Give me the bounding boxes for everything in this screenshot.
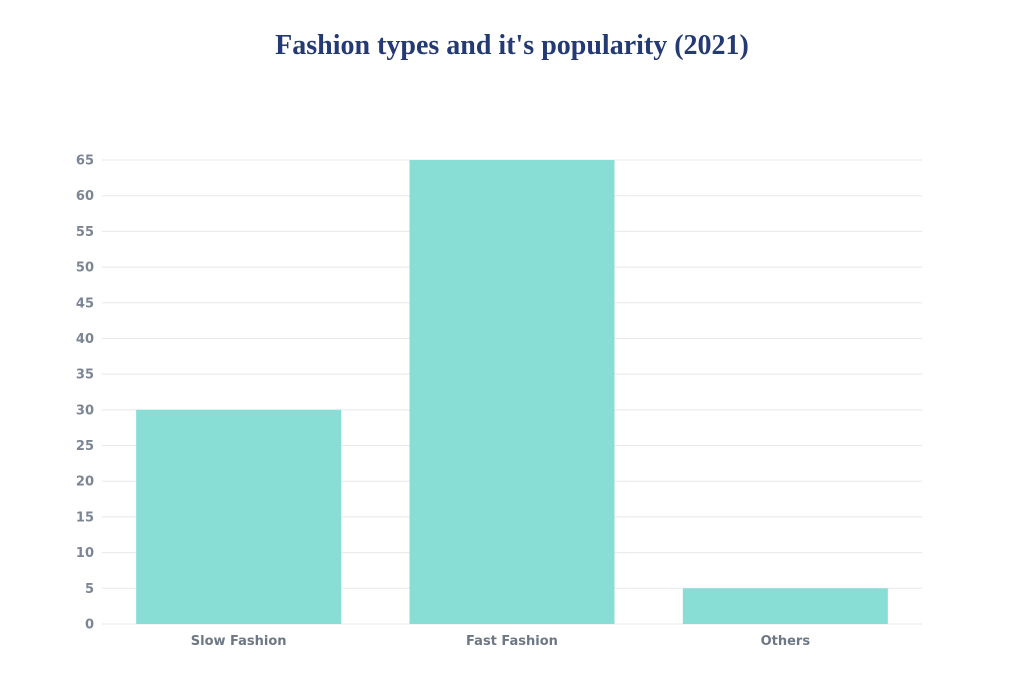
y-tick-label: 40 — [76, 332, 94, 347]
y-tick-label: 5 — [85, 582, 94, 597]
y-tick-label: 45 — [76, 296, 94, 311]
y-tick-label: 0 — [85, 618, 94, 633]
bar — [136, 409, 342, 624]
y-tick-label: 30 — [76, 403, 94, 418]
bars — [136, 160, 888, 624]
y-tick-label: 20 — [76, 475, 94, 490]
bar — [409, 160, 615, 624]
x-category-label: Slow Fashion — [191, 634, 287, 649]
x-category-label: Fast Fashion — [466, 634, 558, 649]
y-tick-label: 60 — [76, 189, 94, 204]
y-tick-label: 50 — [76, 261, 94, 276]
x-axis-category-labels: Slow Fashion Fast Fashion Others — [191, 634, 811, 649]
y-tick-label: 35 — [76, 368, 94, 383]
x-category-label: Others — [761, 634, 811, 649]
bar — [682, 588, 888, 624]
y-tick-label: 15 — [76, 510, 94, 525]
y-tick-label: 10 — [76, 546, 94, 561]
chart-title: Fashion types and it's popularity (2021) — [275, 30, 749, 61]
y-tick-label: 55 — [76, 225, 94, 240]
y-tick-label: 65 — [76, 154, 94, 169]
y-tick-label: 25 — [76, 439, 94, 454]
y-axis-tick-labels: 0 5 10 15 20 25 30 35 40 45 50 55 60 65 — [76, 154, 94, 633]
